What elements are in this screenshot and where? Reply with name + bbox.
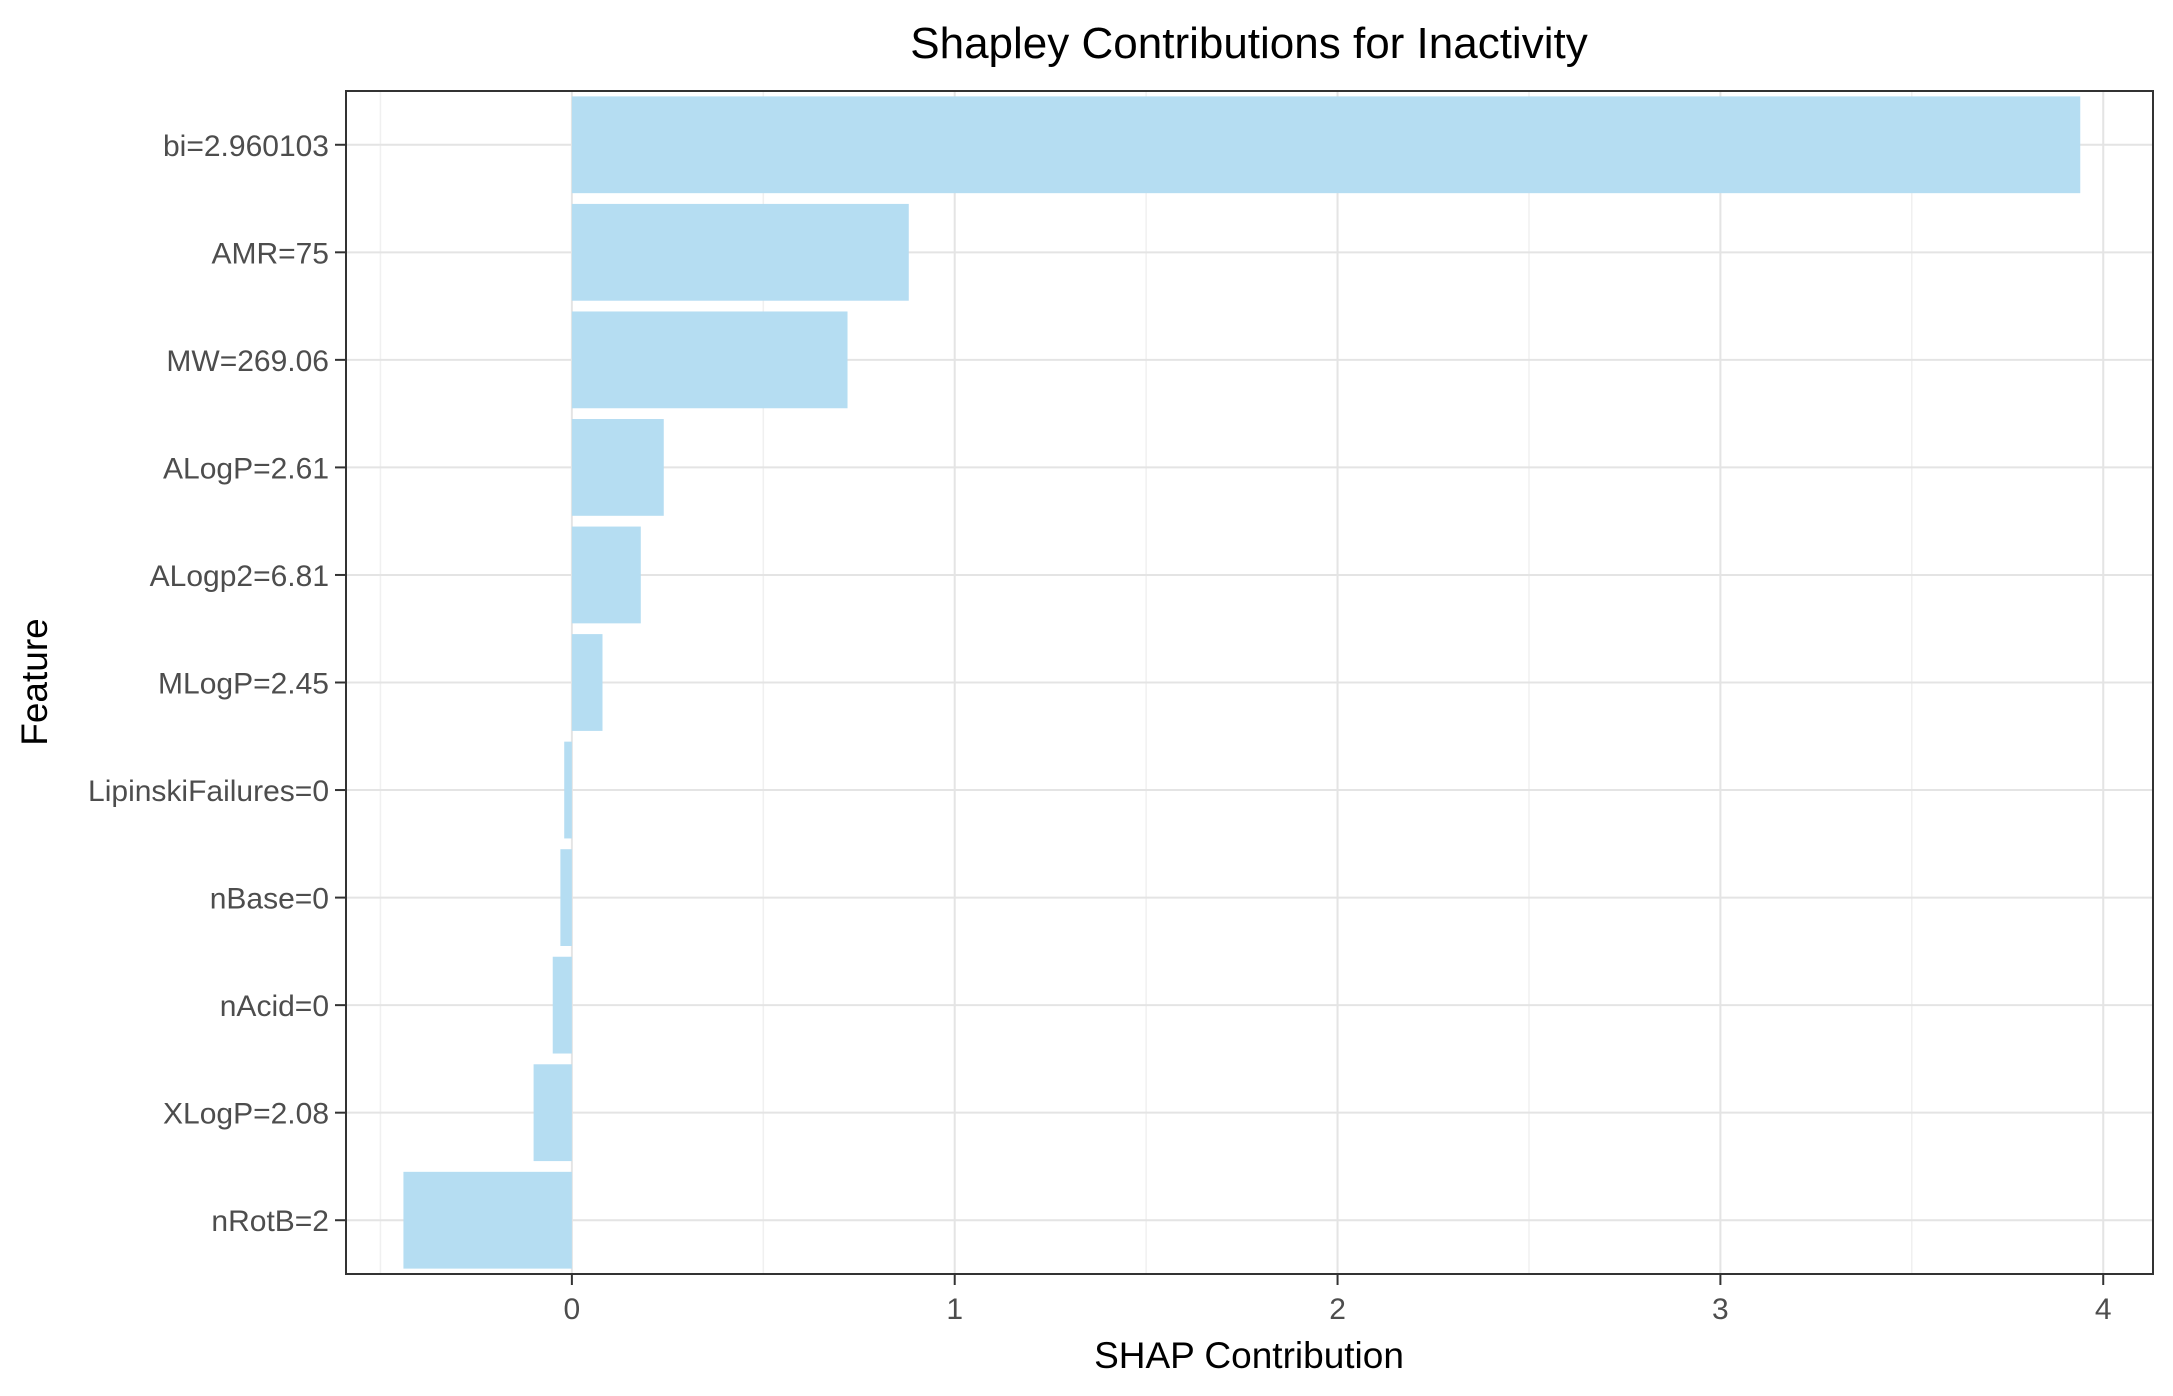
y-tick-label: XLogP=2.08 (163, 1098, 329, 1131)
x-tick-label: 0 (564, 1293, 581, 1326)
bar-nrotb-2 (403, 1171, 572, 1269)
bar-mw-269-06 (571, 311, 848, 409)
y-tick-label: AMR=75 (211, 237, 329, 270)
y-tick-label: bi=2.960103 (163, 130, 329, 163)
bar-lipinskifailures-0 (564, 741, 572, 839)
y-tick-label: LipinskiFailures=0 (88, 775, 329, 808)
bar-xlogp-2-08 (533, 1064, 572, 1162)
x-tick-label: 2 (1329, 1293, 1346, 1326)
y-tick-label: nRotB=2 (211, 1205, 329, 1238)
chart-title: Shapley Contributions for Inactivity (910, 19, 1587, 68)
y-tick-label: MW=269.06 (166, 345, 329, 378)
bar-alogp-2-61 (571, 419, 664, 516)
bar-alogp2-6-81 (571, 526, 641, 624)
y-tick-label: MLogP=2.45 (158, 668, 329, 701)
y-axis-title: Feature (14, 618, 55, 746)
x-tick-label: 1 (946, 1293, 963, 1326)
bar-nbase-0 (560, 849, 572, 946)
bar-bi-2-960103 (571, 96, 2081, 194)
x-tick-label: 3 (1712, 1293, 1729, 1326)
x-axis-title: SHAP Contribution (1094, 1335, 1404, 1376)
y-tick-label: ALogp2=6.81 (150, 560, 329, 593)
bar-amr-75 (571, 203, 909, 301)
y-tick-label: nAcid=0 (220, 990, 329, 1023)
bar-nacid-0 (552, 956, 572, 1054)
bar-mlogp-2-45 (571, 634, 603, 731)
bar-layer (403, 96, 2081, 1269)
x-tick-label: 4 (2095, 1293, 2112, 1326)
y-tick-label: ALogP=2.61 (163, 452, 329, 485)
y-tick-label: nBase=0 (210, 883, 329, 916)
axis-layer: bi=2.960103 AMR=75 MW=269.06 ALogP=2.61 ALog… (88, 130, 2112, 1326)
